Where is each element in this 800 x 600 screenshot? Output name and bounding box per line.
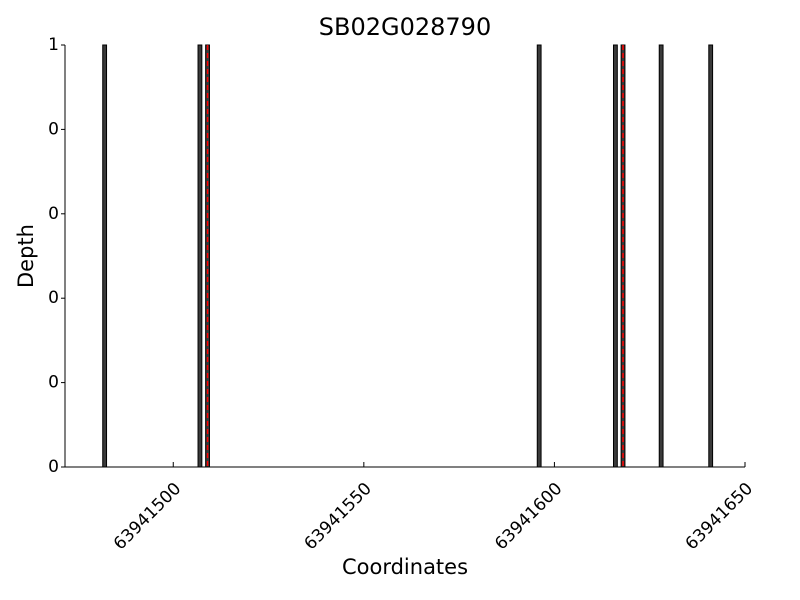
bar bbox=[612, 44, 618, 468]
y-tick-label: 0 bbox=[48, 373, 59, 393]
bar bbox=[658, 44, 664, 468]
x-axis-label: Coordinates bbox=[342, 555, 468, 579]
x-tick-label: 63941550 bbox=[301, 479, 376, 554]
bar bbox=[536, 44, 542, 468]
y-tick-label: 0 bbox=[48, 457, 59, 477]
x-tick-label: 63941500 bbox=[110, 479, 185, 554]
y-tick-label: 1 bbox=[48, 35, 59, 55]
y-tick-label: 0 bbox=[48, 204, 59, 224]
bar bbox=[197, 44, 203, 468]
bar bbox=[708, 44, 714, 468]
y-axis-label: Depth bbox=[14, 224, 38, 288]
bar bbox=[102, 44, 108, 468]
x-tick-label: 63941650 bbox=[682, 479, 757, 554]
x-tick-label: 63941600 bbox=[491, 479, 566, 554]
y-tick-label: 0 bbox=[48, 119, 59, 139]
chart-title: SB02G028790 bbox=[319, 13, 491, 41]
y-tick-label: 0 bbox=[48, 288, 59, 308]
